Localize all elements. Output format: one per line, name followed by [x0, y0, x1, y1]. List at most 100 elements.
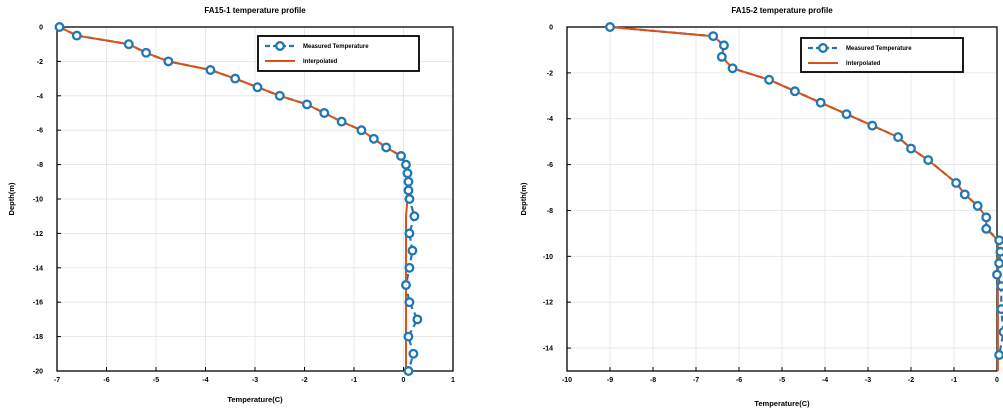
data-point-measured — [998, 327, 1003, 337]
y-tick-label: -14 — [33, 265, 43, 272]
data-point-measured — [356, 125, 367, 136]
x-tick-label: -9 — [607, 377, 613, 384]
y-tick-label: 0 — [39, 25, 43, 32]
y-tick-label: -4 — [37, 93, 43, 100]
x-tick-label: 0 — [402, 377, 406, 384]
data-point-measured — [996, 281, 1003, 292]
data-point-measured — [923, 155, 934, 165]
data-point-measured — [403, 176, 414, 187]
data-point-measured — [716, 51, 727, 62]
y-axis-label: Depth(m) — [7, 182, 16, 215]
chart-title: FA15-1 temperature profile — [204, 6, 306, 15]
y-tick-label: -20 — [33, 369, 43, 376]
data-point-measured — [605, 22, 615, 32]
x-tick-label: -1 — [951, 377, 957, 384]
legend: Measured Temperature Interpolated — [257, 35, 420, 72]
legend-label-measured: Measured Temperature — [303, 44, 369, 50]
y-tick-label: -12 — [543, 300, 553, 307]
data-point-measured — [981, 223, 992, 234]
y-tick-label: -14 — [543, 346, 553, 353]
y-tick-label: -10 — [543, 254, 553, 261]
x-tick-label: -6 — [736, 377, 742, 384]
data-point-measured — [54, 22, 65, 32]
x-tick-label: -7 — [693, 377, 699, 384]
data-point-measured — [319, 108, 330, 118]
legend-box — [257, 35, 420, 72]
x-tick-label: 1 — [451, 377, 455, 384]
data-point-measured — [708, 31, 719, 42]
chart-2: -10 -9 -8 -7 -6 -5 -4 -3 -2 -1 00-2-4-6-8-10-12-14… — [519, 6, 1003, 408]
data-point-measured — [867, 120, 878, 131]
data-point-measured — [994, 349, 1003, 360]
data-point-measured — [123, 39, 134, 50]
data-point-measured — [403, 185, 414, 196]
x-tick-label: -4 — [822, 377, 828, 384]
data-point-measured — [402, 168, 413, 179]
data-point-measured — [381, 142, 392, 153]
y-tick-label: -6 — [37, 128, 43, 135]
data-point-measured — [893, 132, 904, 143]
data-point-measured — [336, 116, 347, 127]
x-tick-label: -10 — [562, 377, 572, 384]
data-point-measured — [403, 366, 414, 376]
x-tick-label: 0 — [995, 377, 999, 384]
legend-label-measured: Measured Temperature — [846, 46, 912, 52]
data-point-measured — [408, 348, 419, 359]
legend: Measured Temperature Interpolated — [800, 37, 964, 73]
data-point-measured — [959, 189, 970, 200]
data-point-measured — [841, 109, 852, 120]
x-tick-label: -3 — [252, 377, 258, 384]
y-tick-label: -4 — [547, 116, 553, 123]
y-tick-label: -18 — [33, 334, 43, 341]
data-point-measured — [302, 99, 312, 110]
legend-marker-measured — [275, 41, 285, 51]
data-point-measured — [764, 74, 775, 85]
x-tick-label: -3 — [865, 377, 871, 384]
data-point-measured — [994, 258, 1003, 269]
x-tick-label: -1 — [351, 377, 357, 384]
data-point-measured — [401, 159, 411, 170]
x-tick-label: -5 — [779, 377, 785, 384]
x-tick-label: -5 — [153, 377, 159, 384]
x-tick-label: -8 — [650, 377, 656, 384]
y-tick-label: -6 — [547, 162, 553, 169]
legend-label-interpolated: Interpolated — [846, 61, 881, 67]
chart-1: -7 -6 -5 -4 -3 -2 -1 0 10-2-4-6-8-10-12-14-16-18… — [7, 6, 455, 404]
y-axis-label: Depth(m) — [519, 182, 528, 215]
x-tick-label: -4 — [202, 377, 208, 384]
data-point-measured — [141, 47, 152, 58]
data-point-measured — [992, 269, 1002, 280]
data-point-measured — [407, 245, 418, 256]
legend-marker-measured — [818, 43, 828, 53]
x-tick-label: -6 — [103, 377, 109, 384]
data-point-measured — [995, 246, 1003, 257]
data-point-measured — [719, 40, 729, 51]
data-point-measured — [404, 228, 415, 239]
data-point-measured — [951, 177, 962, 188]
data-point-measured — [401, 280, 411, 290]
data-point-measured — [71, 30, 82, 41]
data-point-measured — [727, 63, 738, 74]
y-tick-label: 0 — [549, 25, 553, 32]
x-tick-label: -2 — [908, 377, 914, 384]
data-point-measured — [412, 314, 423, 325]
data-point-measured — [205, 65, 216, 75]
x-axis-label: Temperature(C) — [227, 395, 283, 404]
data-point-measured — [409, 211, 420, 222]
data-point-measured — [163, 56, 174, 67]
x-axis-label: Temperature(C) — [754, 399, 810, 408]
data-point-measured — [368, 133, 379, 144]
data-point-measured — [906, 143, 916, 154]
data-point-measured — [396, 151, 406, 161]
y-tick-label: -16 — [33, 300, 43, 307]
data-point-measured — [981, 212, 992, 223]
chart-title: FA15-2 temperature profile — [731, 6, 833, 15]
legend-box — [800, 37, 964, 73]
y-tick-label: -8 — [547, 208, 553, 215]
data-point-measured — [403, 331, 414, 342]
data-point-measured — [404, 262, 415, 273]
legend-label-interpolated: Interpolated — [303, 59, 338, 65]
data-point-measured — [230, 73, 241, 84]
data-point-measured — [274, 90, 285, 101]
